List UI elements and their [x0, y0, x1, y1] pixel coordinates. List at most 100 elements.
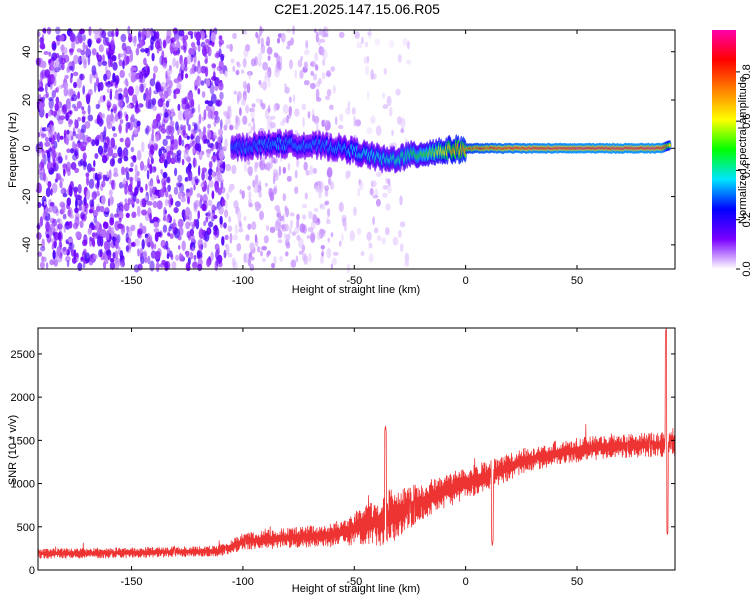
noise-blob [131, 36, 137, 44]
noise-blob [68, 186, 73, 197]
noise-blob [65, 221, 70, 226]
noise-blob [45, 187, 51, 198]
noise-blob [45, 176, 49, 185]
noise-blob [69, 214, 75, 220]
noise-blob [124, 137, 131, 149]
noise-blob [162, 148, 167, 153]
noise-blob [191, 261, 198, 269]
noise-blob [239, 222, 243, 230]
noise-blob [77, 91, 81, 100]
noise-blob [87, 104, 91, 115]
noise-blob [171, 42, 176, 48]
noise-blob [155, 134, 159, 142]
noise-blob [147, 241, 151, 248]
noise-blob [114, 250, 119, 260]
noise-blob [200, 65, 207, 74]
noise-blob [135, 184, 142, 190]
noise-blob [156, 120, 161, 129]
noise-blob [307, 111, 311, 119]
noise-blob [211, 190, 215, 200]
noise-blob [39, 71, 44, 81]
noise-blob [375, 198, 381, 207]
noise-blob [214, 77, 220, 87]
noise-blob [265, 225, 270, 231]
noise-blob [309, 165, 314, 176]
colorbar-tick-label: 0.6 [741, 114, 750, 129]
noise-blob [365, 65, 370, 76]
noise-blob [166, 68, 173, 75]
noise-blob [234, 224, 238, 235]
noise-blob [93, 29, 99, 35]
noise-blob [233, 200, 239, 209]
noise-blob [197, 103, 201, 114]
noise-blob [65, 255, 71, 263]
noise-blob [66, 260, 70, 268]
noise-blob [314, 28, 317, 33]
noise-blob [212, 170, 215, 179]
noise-blob [57, 117, 64, 125]
noise-blob [330, 232, 334, 238]
noise-blob [118, 88, 123, 93]
noise-blob [101, 194, 106, 206]
noise-blob [143, 57, 147, 66]
noise-blob [359, 180, 364, 191]
noise-blob [106, 99, 111, 106]
noise-blob [294, 69, 297, 79]
noise-blob [239, 107, 242, 116]
noise-blob [75, 231, 81, 239]
noise-blob [267, 66, 272, 78]
noise-blob [245, 234, 250, 242]
noise-blob [125, 232, 129, 243]
noise-blob [91, 191, 97, 200]
noise-blob [53, 231, 60, 241]
noise-blob [91, 237, 96, 246]
noise-blob [102, 113, 105, 119]
noise-blob [167, 150, 171, 158]
noise-blob [178, 29, 185, 37]
noise-blob [146, 125, 151, 133]
noise-blob [392, 236, 399, 246]
noise-blob [169, 145, 174, 155]
noise-blob [399, 221, 406, 228]
noise-blob [247, 122, 252, 127]
noise-blob [98, 226, 102, 234]
noise-blob [193, 46, 197, 51]
noise-blob [119, 53, 125, 58]
snr-x-ticks: -150 -100 -50 0 50 [121, 328, 583, 588]
noise-blob [193, 53, 197, 64]
noise-blob [248, 70, 252, 80]
noise-blob [51, 183, 58, 194]
noise-blob [85, 172, 90, 178]
noise-blob [308, 252, 312, 263]
noise-blob [90, 167, 96, 172]
noise-blob [150, 157, 154, 165]
noise-blob [42, 168, 45, 178]
noise-blob [284, 205, 288, 213]
noise-blob [294, 108, 300, 117]
noise-blob [93, 160, 96, 168]
noise-blob [215, 256, 219, 267]
noise-blob [60, 57, 66, 65]
noise-blob [147, 65, 150, 76]
noise-blob [151, 98, 157, 106]
noise-blob [108, 57, 111, 68]
noise-blob [49, 83, 53, 90]
noise-blob [70, 72, 74, 79]
noise-blob [50, 188, 53, 196]
noise-blob [144, 195, 148, 201]
noise-blob [160, 93, 164, 99]
noise-blob [96, 134, 101, 140]
y-tick-label: 0 [29, 565, 35, 577]
noise-blob [232, 260, 238, 271]
noise-blob [217, 261, 223, 268]
noise-blob [221, 199, 227, 207]
noise-blob [316, 121, 319, 130]
noise-blob [171, 222, 177, 230]
noise-blob [113, 106, 117, 114]
colorbar-tick-label: 0.0 [741, 261, 750, 276]
noise-blob [55, 208, 60, 217]
noise-blob [195, 218, 200, 230]
noise-blob [134, 164, 138, 175]
noise-blob [236, 244, 240, 251]
